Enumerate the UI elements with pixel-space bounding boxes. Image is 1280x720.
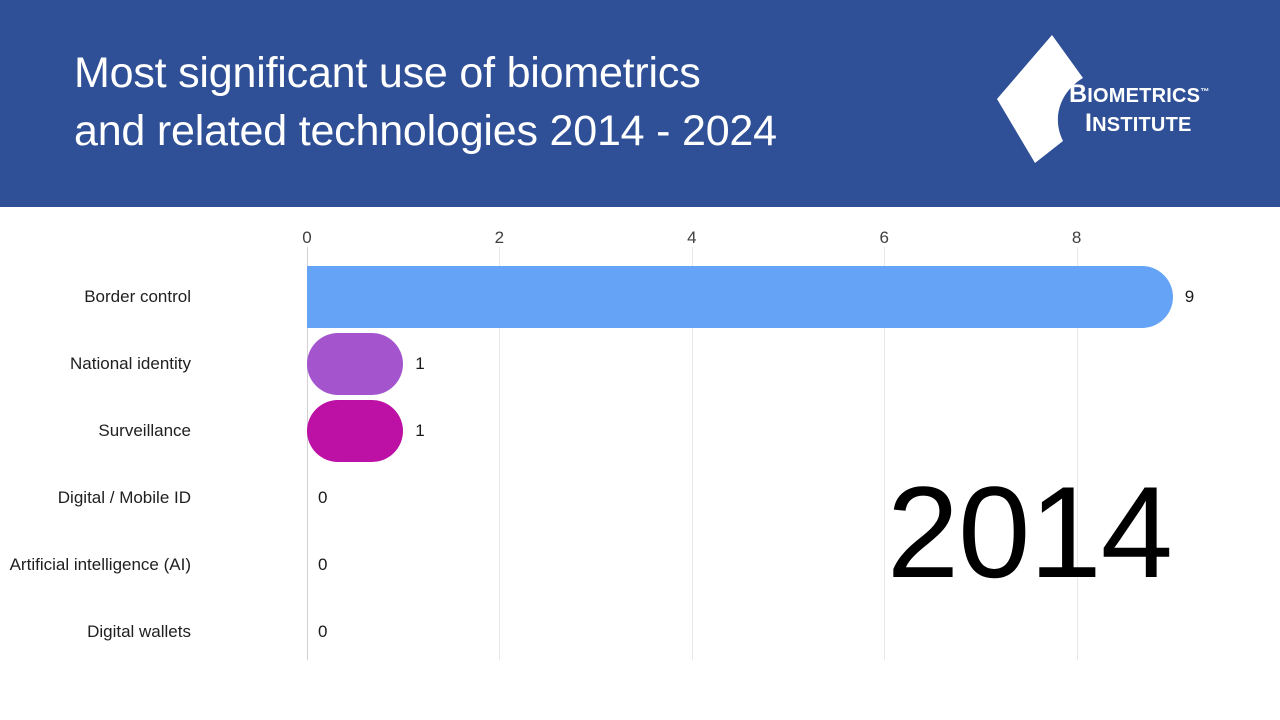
logo-line2-rest: NSTITUTE: [1092, 114, 1192, 136]
bar: [307, 333, 404, 395]
bar-value-label: 9: [1184, 287, 1195, 306]
category-label: Surveillance: [98, 421, 191, 440]
category-label: Artificial intelligence (AI): [9, 555, 191, 574]
x-tick-label: 0: [302, 228, 312, 247]
biometrics-institute-logo: BIOMETRICS™ INSTITUTE: [995, 33, 1220, 165]
category-label: Digital wallets: [87, 622, 191, 641]
x-tick-label: 2: [494, 228, 505, 247]
logo-wordmark-line2: INSTITUTE: [1069, 111, 1219, 136]
page-title: Most significant use of biometrics and r…: [74, 49, 777, 155]
bar-value-label: 1: [415, 421, 425, 440]
category-label: National identity: [70, 354, 191, 373]
logo-diamond-icon: [997, 35, 1083, 163]
category-label: Digital / Mobile ID: [57, 488, 191, 507]
logo-wordmark-line1: BIOMETRICS™: [1069, 82, 1219, 107]
bar: [307, 400, 404, 462]
logo-line1-cap: B: [1069, 80, 1088, 108]
chart-gridline: [1076, 247, 1078, 660]
bar: [307, 266, 1173, 328]
chart-gridline: [499, 247, 501, 660]
chart-gridline: [691, 247, 693, 660]
header-banner: Most significant use of biometrics and r…: [0, 0, 1280, 207]
chart-gridline: [884, 247, 886, 660]
logo-line2-cap: I: [1085, 109, 1093, 137]
logo-wordmark: BIOMETRICS™ INSTITUTE: [1069, 82, 1219, 136]
trademark-symbol: ™: [1200, 86, 1210, 97]
bar-value-label: 0: [318, 622, 328, 641]
bar-value-label: 0: [318, 555, 328, 574]
x-tick-label: 6: [879, 228, 889, 247]
logo-line1-rest: IOMETRICS: [1087, 85, 1201, 107]
bar-value-label: 0: [318, 488, 328, 507]
category-label: Border control: [84, 287, 191, 306]
year-annotation: 2014: [886, 459, 1173, 605]
bar-chart: 0 2 4 6 8 Border control 9 National identity 1 S…: [0, 207, 1280, 720]
x-tick-label: 8: [1071, 228, 1082, 247]
chart-y-axis-line: [307, 247, 308, 660]
bar-value-label: 1: [415, 354, 425, 373]
x-tick-label: 4: [687, 228, 697, 247]
